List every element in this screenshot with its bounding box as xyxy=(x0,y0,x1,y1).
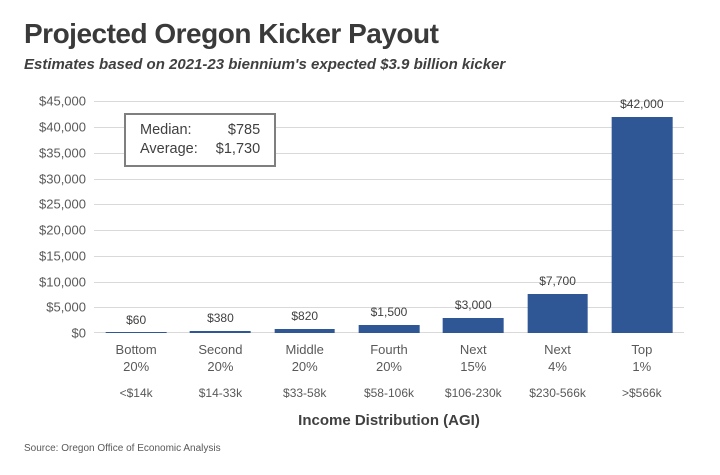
x-category-label: Middle 20% xyxy=(285,342,324,375)
bar-value-label: $42,000 xyxy=(620,96,664,111)
bar-slot: $1,500 xyxy=(347,101,431,334)
bar-series: $60 $380 $820 $1,500 $3,000 $7,700 $42,000 xyxy=(94,97,684,334)
x-axis-title: Income Distribution (AGI) xyxy=(298,411,480,429)
median-value: $785 xyxy=(227,122,261,139)
bar-value-label: $60 xyxy=(126,312,147,327)
x-range-label: $33-58k xyxy=(283,385,327,400)
gridline xyxy=(94,126,684,128)
y-tick-label: $20,000 xyxy=(39,222,86,238)
gridline xyxy=(94,152,684,154)
source-note: Source: Oregon Office of Economic Analys… xyxy=(24,442,221,454)
bar xyxy=(105,332,167,334)
y-tick-label: $40,000 xyxy=(39,119,86,135)
y-tick-label: $0 xyxy=(71,325,86,341)
x-range-label: $106-230k xyxy=(444,385,502,400)
gridline xyxy=(94,204,684,206)
bar-slot: $3,000 xyxy=(431,101,515,334)
gridline xyxy=(94,230,684,232)
bar xyxy=(274,328,336,334)
bar xyxy=(527,293,588,334)
median-label: Median: xyxy=(140,122,192,139)
chart-subtitle: Estimates based on 2021-23 biennium's ex… xyxy=(24,56,506,74)
x-range-label: $14-33k xyxy=(198,385,243,400)
y-tick-label: $5,000 xyxy=(46,299,86,315)
bar-value-label: $820 xyxy=(291,308,319,323)
gridline xyxy=(94,178,684,180)
x-range-label: $58-106k xyxy=(363,385,414,400)
y-tick-label: $30,000 xyxy=(39,171,86,187)
gridline xyxy=(94,255,684,257)
bar xyxy=(611,116,673,334)
bar-value-label: $380 xyxy=(207,311,234,326)
stats-box: Median: $785 Average: $1,730 xyxy=(124,113,277,168)
x-axis-category-labels: Bottom 20% Second 20% Middle 20% Fourth 20% Next… xyxy=(94,342,684,376)
x-category-label: Next 15% xyxy=(459,342,487,375)
x-category-label: Next 4% xyxy=(544,342,571,375)
bar-slot: $380 xyxy=(178,101,262,334)
x-category-label: Bottom 20% xyxy=(115,342,157,375)
x-axis-range-labels: <$14k $14-33k $33-58k $58-106k $106-230k $230… xyxy=(94,386,684,400)
y-tick-label: $45,000 xyxy=(39,93,86,109)
bar xyxy=(358,325,420,334)
plot-area: Median: $785 Average: $1,730 $60 $380 $820… xyxy=(94,97,698,334)
bar-slot: $60 xyxy=(94,101,178,334)
gridline xyxy=(94,307,684,309)
average-label: Average: xyxy=(140,141,198,158)
x-range-label: >$566k xyxy=(621,385,662,400)
bar-value-label: $7,700 xyxy=(539,273,576,288)
y-tick-label: $10,000 xyxy=(39,274,86,290)
x-category-label: Top 1% xyxy=(631,342,653,375)
average-value: $1,730 xyxy=(215,141,261,158)
y-axis: $45,000 $40,000 $35,000 $30,000 $25,000 $20,0… xyxy=(24,94,94,341)
gridline xyxy=(94,281,684,283)
bar xyxy=(190,331,251,334)
bar-value-label: $3,000 xyxy=(454,297,492,312)
x-range-label: <$14k xyxy=(119,385,153,400)
y-tick-label: $25,000 xyxy=(39,196,86,212)
bar-chart: $45,000 $40,000 $35,000 $30,000 $25,000 $20,0… xyxy=(24,94,698,429)
x-category-label: Fourth 20% xyxy=(370,342,408,375)
bar-slot: $820 xyxy=(263,101,347,334)
chart-title: Projected Oregon Kicker Payout xyxy=(24,18,439,49)
y-tick-label: $35,000 xyxy=(39,145,86,161)
bar xyxy=(442,317,504,334)
x-range-label: $230-566k xyxy=(529,385,586,400)
bar-value-label: $1,500 xyxy=(370,305,408,320)
gridline xyxy=(94,101,684,103)
bar-slot: $42,000 xyxy=(600,97,684,334)
x-category-label: Second 20% xyxy=(198,342,243,375)
bar-slot: $7,700 xyxy=(515,101,599,334)
y-tick-label: $15,000 xyxy=(39,248,86,264)
